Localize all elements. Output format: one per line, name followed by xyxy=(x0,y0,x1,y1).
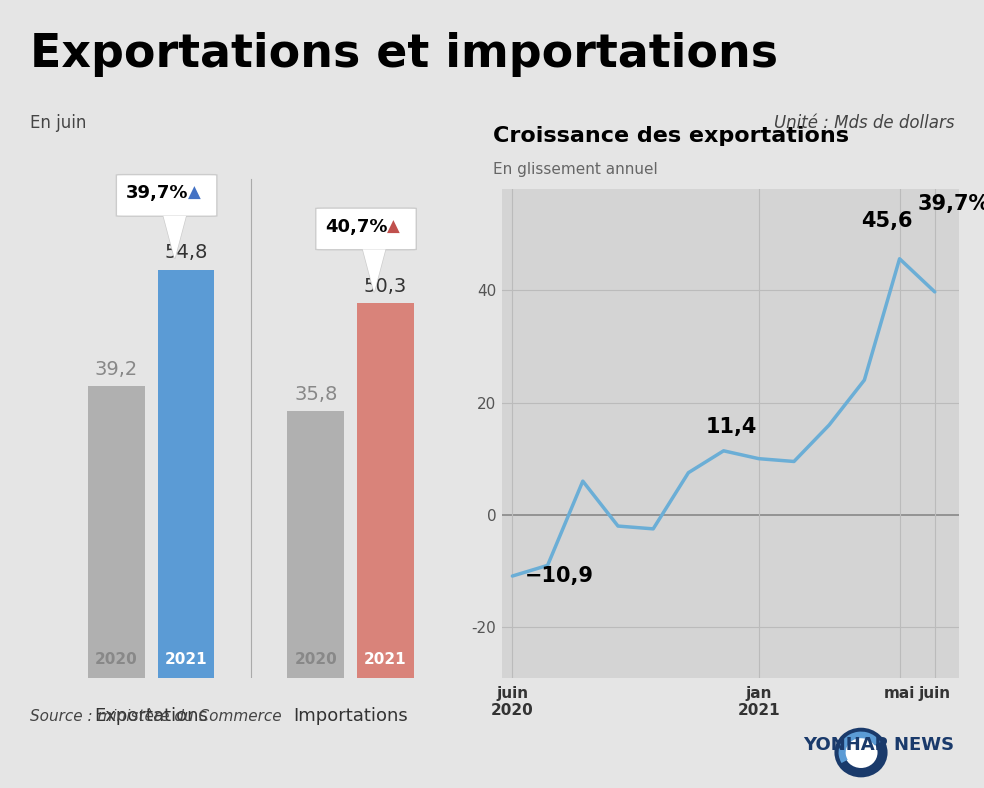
FancyBboxPatch shape xyxy=(357,303,414,678)
Text: Unité : Mds de dollars: Unité : Mds de dollars xyxy=(774,114,954,132)
FancyBboxPatch shape xyxy=(287,411,344,678)
FancyBboxPatch shape xyxy=(316,208,416,250)
Text: 2021: 2021 xyxy=(364,652,406,667)
FancyBboxPatch shape xyxy=(88,386,145,678)
Polygon shape xyxy=(363,249,386,292)
Text: 45,6: 45,6 xyxy=(861,211,912,231)
Text: 35,8: 35,8 xyxy=(294,385,338,403)
Text: Source : ministère du Commerce: Source : ministère du Commerce xyxy=(30,709,281,724)
Text: 2021: 2021 xyxy=(164,652,208,667)
Circle shape xyxy=(844,737,878,768)
Text: 40,7%: 40,7% xyxy=(325,217,388,236)
Text: YONHAP NEWS: YONHAP NEWS xyxy=(803,736,954,753)
Text: 2020: 2020 xyxy=(95,652,138,667)
Polygon shape xyxy=(163,216,186,258)
Text: 2020: 2020 xyxy=(294,652,338,667)
Circle shape xyxy=(834,728,888,777)
Polygon shape xyxy=(163,216,186,258)
Wedge shape xyxy=(838,731,881,763)
Polygon shape xyxy=(363,249,386,292)
Text: En glissement annuel: En glissement annuel xyxy=(493,162,657,177)
FancyBboxPatch shape xyxy=(157,269,215,678)
Text: Exportations et importations: Exportations et importations xyxy=(30,32,777,76)
Text: En juin: En juin xyxy=(30,114,86,132)
Text: Croissance des exportations: Croissance des exportations xyxy=(493,125,848,146)
Text: Importations: Importations xyxy=(293,708,408,726)
FancyBboxPatch shape xyxy=(116,175,216,216)
Text: 54,8: 54,8 xyxy=(164,243,208,262)
Text: Exportations: Exportations xyxy=(94,708,209,726)
Text: −10,9: −10,9 xyxy=(524,566,593,586)
Text: 50,3: 50,3 xyxy=(364,277,407,296)
Text: 39,2: 39,2 xyxy=(94,359,138,378)
Text: 39,7%: 39,7% xyxy=(917,195,984,214)
Text: ▲: ▲ xyxy=(188,184,201,203)
Text: 11,4: 11,4 xyxy=(706,418,758,437)
Text: ▲: ▲ xyxy=(388,217,400,236)
Text: 39,7%: 39,7% xyxy=(126,184,188,203)
